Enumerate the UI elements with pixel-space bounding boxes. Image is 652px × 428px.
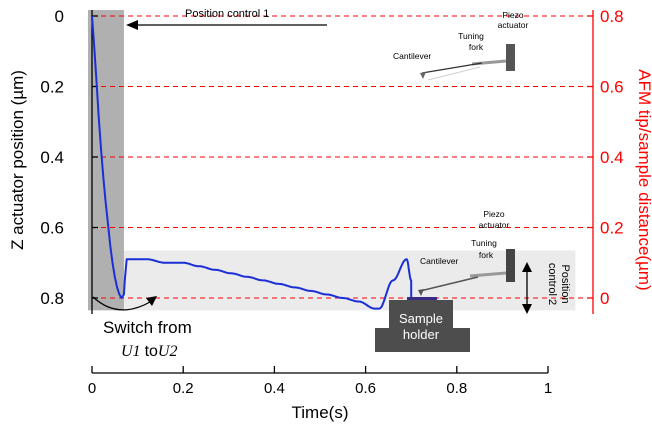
x-tick-label-0: 0 [88, 380, 96, 397]
sample-holder-label-2: holder [403, 327, 440, 342]
x-ticks: 0 0.2 0.4 0.6 0.8 1 [88, 366, 552, 397]
left-y-tick-label-3: 0.6 [40, 219, 64, 238]
lower-piezo-block [506, 249, 515, 282]
upper-cantilever-beam [421, 62, 483, 74]
series-0-line [91, 15, 413, 310]
right-y-tick-label-0: 0.8 [600, 7, 624, 26]
lower-tip [418, 289, 424, 296]
shaded-region-1 [92, 250, 576, 311]
right-y-tick-label-2: 0.4 [600, 148, 624, 167]
upper-tip [420, 72, 426, 79]
sample-holder-top [389, 300, 453, 330]
switch-label-line1: Switch from [103, 318, 192, 337]
switch-u1: U1 [121, 343, 141, 360]
x-tick-label-5: 1 [544, 380, 552, 397]
switch-curved-arrow [92, 296, 151, 311]
series-group [91, 15, 413, 310]
lower-cantilever-label: Cantilever [420, 256, 458, 266]
lower-cantilever-beam [419, 276, 479, 292]
upper-piezo-label-2: actuator [498, 20, 529, 30]
sample-surface [407, 297, 437, 301]
lower-tuning-fork [469, 271, 507, 278]
upper-tuning-label-1: Tuning [458, 31, 484, 41]
x-tick-label-1: 0.2 [173, 380, 194, 397]
upper-afm-diagram: Piezo actuator Tuning fork Cantilever [393, 10, 529, 81]
left-y-tick-label-1: 0.2 [40, 78, 64, 97]
position-control-2-label-1: Position [559, 264, 571, 303]
lower-tuning-label-1: Tuning [471, 238, 497, 248]
upper-cantilever-shadow [427, 66, 481, 81]
left-y-tick-label-2: 0.4 [40, 148, 64, 167]
sample-holder-base [375, 328, 470, 352]
upper-piezo-label-1: Piezo [502, 10, 524, 20]
position-control-1-label: Position control 1 [185, 8, 269, 20]
left-y-tick-label-0: 0 [55, 7, 64, 26]
x-tick-label-2: 0.4 [264, 380, 285, 397]
upper-tuning-label-2: fork [469, 42, 484, 52]
switch-label-line2: U1 toU2 [121, 343, 177, 360]
sample-holder-label-1: Sample [399, 311, 443, 326]
x-axis-label: Time(s) [292, 403, 349, 422]
lower-piezo-label-1: Piezo [483, 209, 505, 219]
shaded-region-0 [88, 10, 124, 311]
right-y-tick-label-4: 0 [600, 289, 609, 308]
right-y-ticks: 0.8 0.6 0.4 0.2 0 [587, 7, 624, 308]
x-tick-label-3: 0.6 [355, 380, 376, 397]
switch-to: to [145, 343, 158, 360]
switch-u2: U2 [158, 343, 178, 360]
annotations: Position control 1 Position control 2 Sw… [92, 8, 571, 360]
lower-afm-diagram: Piezo actuator Tuning fork Cantilever [418, 209, 515, 296]
upper-cantilever-label: Cantilever [393, 51, 431, 61]
right-y-tick-label-1: 0.6 [600, 78, 624, 97]
position-control-2-arrowhead-up [522, 262, 532, 272]
upper-piezo-block [506, 44, 515, 71]
left-y-axis-label: Z actuator position (µm) [8, 70, 27, 250]
position-control-1-arrowhead [126, 20, 138, 30]
shaded-regions [88, 10, 576, 311]
lower-tuning-label-2: fork [479, 250, 494, 260]
lower-piezo-label-2: actuator [479, 220, 510, 230]
position-control-2-label-2: control 2 [546, 263, 558, 305]
right-y-tick-label-3: 0.2 [600, 219, 624, 238]
gridlines [92, 15, 593, 299]
axes [91, 10, 594, 374]
right-y-axis-label: AFM tip/sample distance(µm) [635, 69, 652, 290]
switch-arrowhead [146, 296, 157, 306]
x-tick-label-4: 0.8 [446, 380, 467, 397]
position-control-2-arrowhead-down [522, 304, 532, 314]
left-y-tick-label-4: 0.8 [40, 289, 64, 308]
